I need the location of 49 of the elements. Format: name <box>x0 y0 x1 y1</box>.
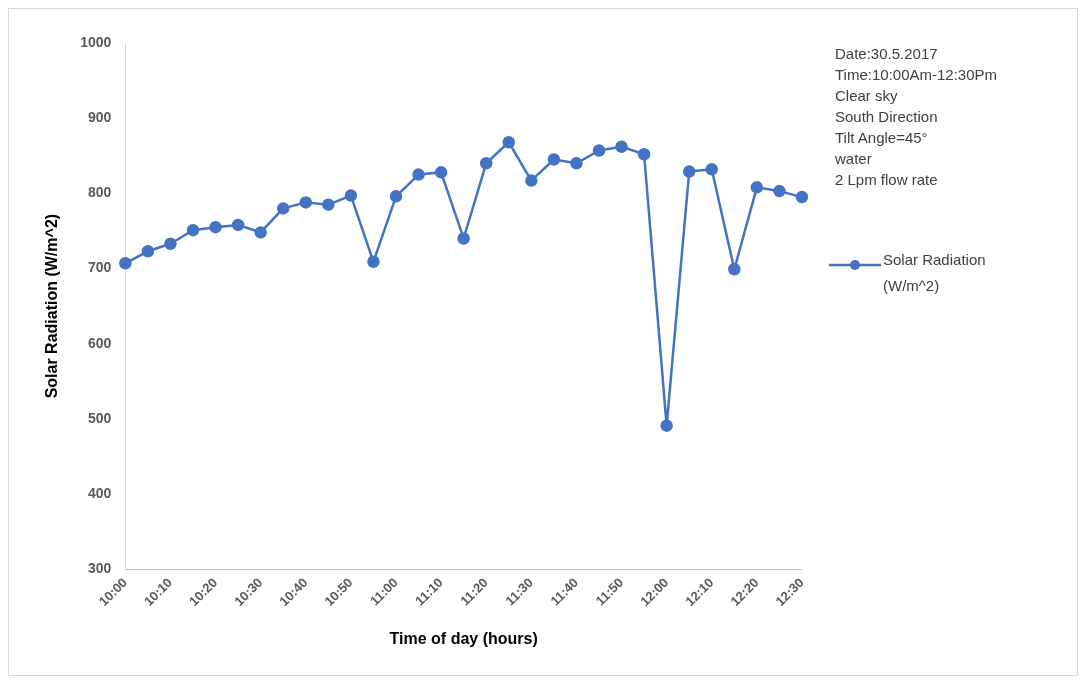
point <box>141 245 155 258</box>
y-tick-label: 1000 <box>80 33 112 50</box>
y-tick-label: 900 <box>87 109 112 126</box>
point <box>186 223 200 237</box>
text: South Direction <box>835 107 939 127</box>
point <box>367 255 380 269</box>
point <box>344 189 358 202</box>
point <box>728 263 741 276</box>
point <box>570 157 583 170</box>
point <box>750 181 764 194</box>
point <box>525 174 538 187</box>
point <box>457 232 470 245</box>
point <box>615 140 628 153</box>
text: Date:30.5.2017 <box>835 44 939 64</box>
y-tick-label: 400 <box>87 484 112 501</box>
x-axis-title: Time of day (hours) <box>389 629 538 647</box>
y-tick-label: 700 <box>87 259 112 276</box>
point <box>660 419 673 432</box>
point <box>276 202 290 215</box>
point <box>322 198 335 211</box>
y-tick-label: 600 <box>87 334 112 351</box>
point <box>502 135 516 149</box>
y-axis-title: Solar Radiation (W/m^2) <box>43 213 61 399</box>
y-tick-label: 800 <box>87 184 112 201</box>
point <box>795 190 809 204</box>
text: Time:10:00Am-12:30Pm <box>835 65 998 85</box>
text: 2 Lpm flow rate <box>835 170 939 190</box>
point <box>637 148 651 161</box>
point <box>412 168 425 181</box>
point <box>299 196 313 209</box>
point <box>479 157 493 170</box>
point <box>209 220 222 234</box>
point <box>119 257 132 270</box>
point <box>682 165 696 178</box>
point <box>547 153 561 166</box>
y-tick-label: 300 <box>87 560 112 577</box>
point <box>254 226 267 239</box>
point <box>705 163 718 176</box>
text: Tilt Angle=45° <box>835 128 929 148</box>
point <box>231 218 245 232</box>
point <box>434 166 448 179</box>
point <box>389 190 403 203</box>
text: Clear sky <box>835 86 899 106</box>
point <box>773 184 786 198</box>
legend-label: Solar Radiation (W/m^2) <box>883 250 987 296</box>
point <box>592 144 606 157</box>
y-tick-label: 500 <box>87 409 112 426</box>
point <box>164 237 177 250</box>
text: water <box>835 149 873 169</box>
